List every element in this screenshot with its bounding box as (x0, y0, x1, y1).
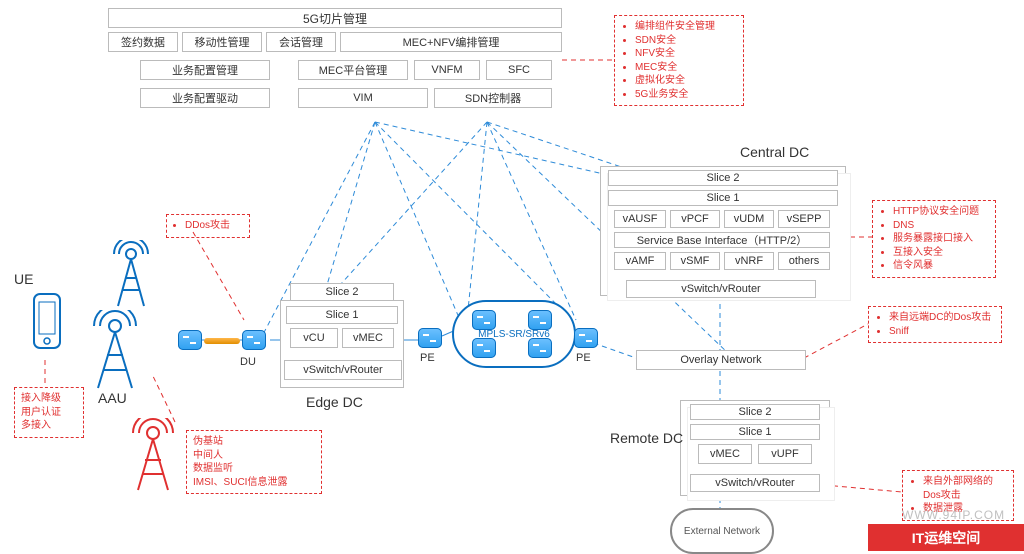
r-slice1: Slice 1 (690, 424, 820, 440)
mgmt-r1-3: MEC+NFV编排管理 (340, 32, 562, 52)
c-vnrf: vNRF (724, 252, 774, 270)
edge-slice2: Slice 2 (290, 283, 394, 301)
threat-aau: 伪基站中间人 数据监听IMSI、SUCI信息泄露 (193, 435, 315, 489)
mgmt-title: 5G切片管理 (108, 8, 562, 28)
pe-label-r: PE (576, 352, 591, 364)
link-orange (204, 338, 240, 344)
edge-slice1: Slice 1 (286, 306, 398, 324)
router-c1 (472, 310, 496, 330)
threat-overlay: 来自远端DC的Dos攻击Sniff (875, 311, 995, 338)
threat-central: HTTP协议安全问题DNS 服务暴露接口接入互接入安全 信令风暴 (879, 205, 989, 273)
router-c2 (528, 310, 552, 330)
footer-bar: IT运维空间 (868, 524, 1024, 551)
c-vsmf: vSMF (670, 252, 720, 270)
router-1 (178, 330, 202, 350)
r-vmec: vMEC (698, 444, 752, 464)
threat-top: 编排组件安全管理SDN安全 NFV安全MEC安全 虚拟化安全5G业务安全 (621, 20, 737, 101)
router-c3 (472, 338, 496, 358)
r-switch: vSwitch/vRouter (690, 474, 820, 492)
aau-label: AAU (98, 390, 127, 406)
r-slice2: Slice 2 (690, 404, 820, 420)
mgmt-r3-2: SDN控制器 (434, 88, 552, 108)
central-dc-label: Central DC (740, 144, 809, 160)
mgmt-r2-0: 业务配置管理 (140, 60, 270, 80)
mgmt-r3-0: 业务配置驱动 (140, 88, 270, 108)
tower-icon-1 (110, 240, 152, 310)
overlay-box: Overlay Network (636, 350, 806, 370)
phone-icon (30, 292, 64, 354)
c-vsepp: vSEPP (778, 210, 830, 228)
c-sbi: Service Base Interface（HTTP/2） (614, 232, 830, 248)
mgmt-r3-1: VIM (298, 88, 428, 108)
edge-vcu: vCU (290, 328, 338, 348)
router-c4 (528, 338, 552, 358)
remote-dc-label: Remote DC (610, 430, 683, 446)
mgmt-r2-2: VNFM (414, 60, 480, 80)
threat-ue: 接入降级 用户认证 多接入 (21, 392, 77, 433)
c-vamf: vAMF (614, 252, 666, 270)
tower-icon-red (130, 418, 176, 494)
router-pe-r (574, 328, 598, 348)
threat-ddos: DDos攻击 (185, 219, 243, 233)
r-vupf: vUPF (758, 444, 812, 464)
mgmt-r2-1: MEC平台管理 (298, 60, 408, 80)
tower-icon-2 (90, 310, 140, 392)
mgmt-r1-0: 签约数据 (108, 32, 178, 52)
router-du (242, 330, 266, 350)
c-others: others (778, 252, 830, 270)
mpls-cloud: MPLS-SR/SRv6 (452, 300, 576, 368)
external-cloud: External Network (670, 508, 774, 554)
pe-label-l: PE (420, 352, 435, 364)
central-slice1: Slice 1 (608, 190, 838, 206)
c-switch: vSwitch/vRouter (626, 280, 816, 298)
du-label: DU (240, 356, 256, 368)
edge-switch: vSwitch/vRouter (284, 360, 402, 380)
ue-label: UE (14, 271, 33, 287)
mgmt-r1-2: 会话管理 (266, 32, 336, 52)
central-slice2: Slice 2 (608, 170, 838, 186)
c-vausf: vAUSF (614, 210, 666, 228)
edge-vmec: vMEC (342, 328, 394, 348)
mgmt-r2-3: SFC (486, 60, 552, 80)
c-vpcf: vPCF (670, 210, 720, 228)
mgmt-r1-1: 移动性管理 (182, 32, 262, 52)
watermark: WWW.94IP.COM (902, 508, 1005, 522)
router-pe-l (418, 328, 442, 348)
edge-dc-label: Edge DC (306, 394, 363, 410)
c-vudm: vUDM (724, 210, 774, 228)
